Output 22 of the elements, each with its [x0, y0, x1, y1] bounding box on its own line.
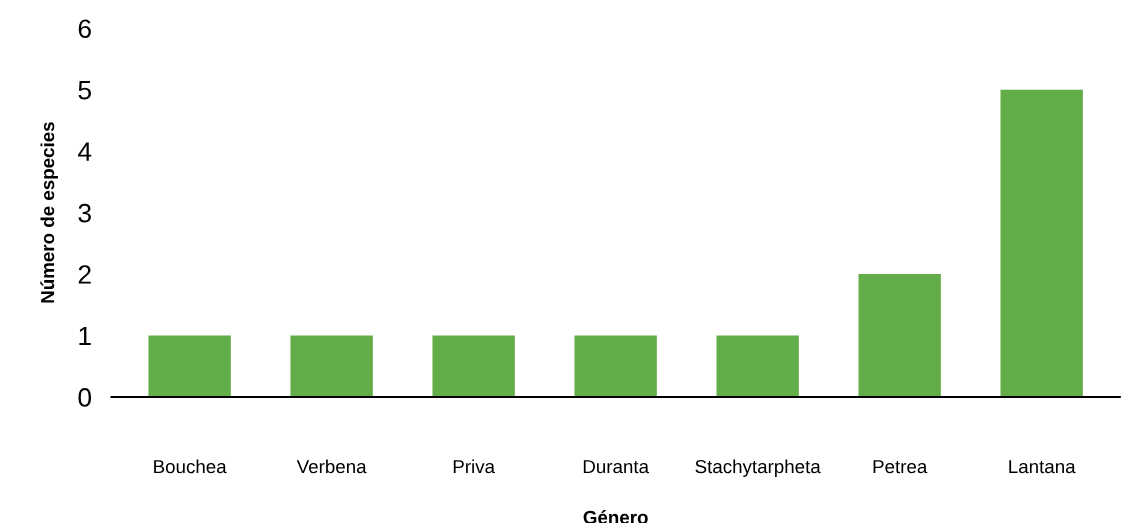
x-tick-label: Stachytarpheta: [695, 459, 821, 477]
x-tick-label: Petrea: [873, 460, 928, 474]
bar: [1000, 89, 1083, 397]
y-tick-label: 2: [78, 265, 91, 284]
x-tick-label: Duranta: [583, 460, 650, 474]
x-tick-label: Verbena: [296, 459, 367, 474]
y-axis-title: Número de especies: [40, 122, 58, 303]
y-tick-label: 5: [78, 81, 91, 100]
bar: [148, 335, 231, 397]
x-tick-label: Priva: [453, 459, 496, 474]
x-tick-label: Bouchea: [154, 459, 227, 474]
y-tick-label: 0: [78, 388, 92, 407]
y-tick-label: 1: [79, 326, 91, 346]
y-tick-label: 6: [78, 19, 91, 39]
bar: [290, 335, 373, 397]
y-tick-label: 4: [78, 142, 92, 161]
bar: [574, 335, 657, 397]
bar: [858, 274, 941, 397]
y-tick-label: 3: [78, 203, 91, 223]
x-tick-label: Lantana: [1009, 460, 1076, 474]
bar: [432, 335, 515, 397]
bar: [716, 335, 799, 397]
